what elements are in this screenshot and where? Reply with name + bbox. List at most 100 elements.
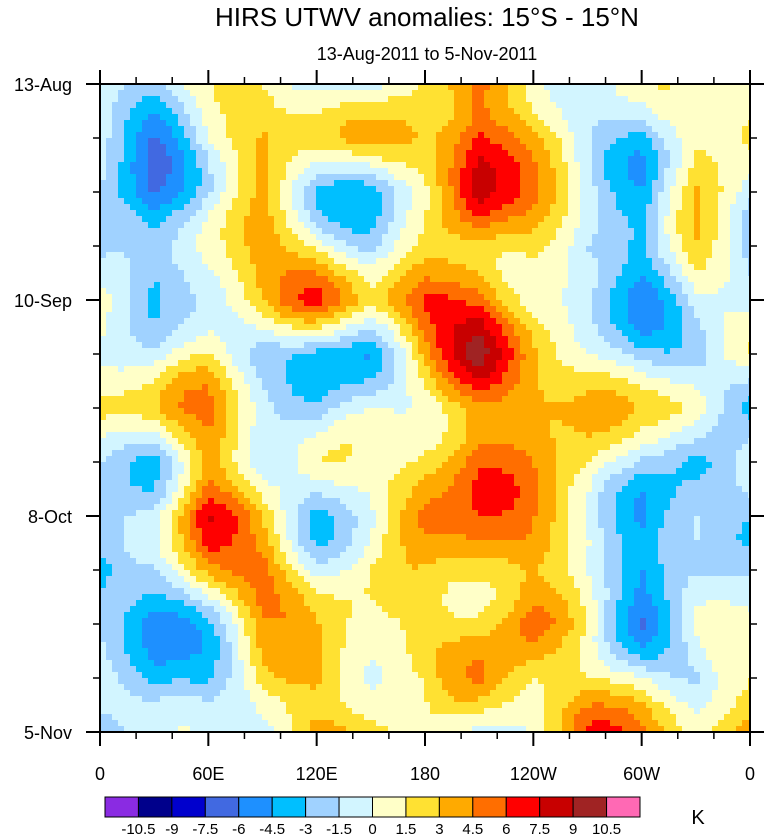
heatmap-cell bbox=[148, 318, 155, 325]
heatmap-cell bbox=[136, 96, 143, 103]
heatmap-cell bbox=[190, 108, 197, 115]
heatmap-cell bbox=[694, 90, 701, 97]
heatmap-cell bbox=[412, 264, 419, 271]
heatmap-cell bbox=[532, 240, 539, 247]
heatmap-cell bbox=[736, 306, 743, 313]
heatmap-cell bbox=[508, 150, 515, 157]
heatmap-cell bbox=[604, 348, 611, 355]
heatmap-cell bbox=[142, 150, 149, 157]
heatmap-cell bbox=[232, 180, 239, 187]
heatmap-cell bbox=[184, 228, 191, 235]
heatmap-cell bbox=[484, 318, 491, 325]
heatmap-cell bbox=[436, 234, 443, 241]
heatmap-cell bbox=[448, 336, 455, 343]
heatmap-cell bbox=[628, 156, 635, 163]
heatmap-cell bbox=[256, 108, 263, 115]
heatmap-cell bbox=[658, 270, 665, 277]
heatmap-cell bbox=[466, 258, 473, 265]
heatmap-cell bbox=[388, 300, 395, 307]
heatmap-cell bbox=[460, 252, 467, 259]
heatmap-cell bbox=[322, 354, 329, 361]
heatmap-cell bbox=[472, 84, 479, 91]
heatmap-cell bbox=[592, 114, 599, 121]
heatmap-cell bbox=[178, 84, 185, 91]
heatmap-cell bbox=[550, 90, 557, 97]
heatmap-cell bbox=[298, 186, 305, 193]
heatmap-cell bbox=[196, 300, 203, 307]
heatmap-cell bbox=[130, 270, 137, 277]
heatmap-cell bbox=[136, 306, 143, 313]
heatmap-cell bbox=[172, 228, 179, 235]
heatmap-cell bbox=[670, 336, 677, 343]
heatmap-cell bbox=[430, 210, 437, 217]
heatmap-cell bbox=[646, 240, 653, 247]
heatmap-cell bbox=[226, 336, 233, 343]
heatmap-cell bbox=[130, 330, 137, 337]
heatmap-cell bbox=[124, 144, 131, 151]
heatmap-cell bbox=[652, 264, 659, 271]
heatmap-cell bbox=[238, 216, 245, 223]
heatmap-cell bbox=[508, 132, 515, 139]
heatmap-cell bbox=[406, 318, 413, 325]
heatmap-cell bbox=[736, 168, 743, 175]
heatmap-cell bbox=[346, 222, 353, 229]
heatmap-cell bbox=[550, 198, 557, 205]
heatmap-cell bbox=[148, 234, 155, 241]
heatmap-cell bbox=[508, 180, 515, 187]
heatmap-cell bbox=[100, 330, 107, 337]
heatmap-cell bbox=[214, 348, 221, 355]
heatmap-cell bbox=[130, 258, 137, 265]
heatmap-cell bbox=[280, 240, 287, 247]
heatmap-cell bbox=[232, 270, 239, 277]
heatmap-cell bbox=[658, 324, 665, 331]
heatmap-cell bbox=[496, 156, 503, 163]
heatmap-cell bbox=[112, 162, 119, 169]
heatmap-cell bbox=[406, 342, 413, 349]
heatmap-cell bbox=[274, 210, 281, 217]
heatmap-cell bbox=[568, 264, 575, 271]
heatmap-cell bbox=[298, 96, 305, 103]
heatmap-cell bbox=[454, 348, 461, 355]
heatmap-cell bbox=[196, 180, 203, 187]
heatmap-cell bbox=[526, 354, 533, 361]
heatmap-cell bbox=[514, 222, 521, 229]
heatmap-cell bbox=[130, 228, 137, 235]
heatmap-cell bbox=[658, 150, 665, 157]
heatmap-cell bbox=[286, 174, 293, 181]
heatmap-cell bbox=[394, 144, 401, 151]
heatmap-cell bbox=[640, 186, 647, 193]
heatmap-cell bbox=[376, 342, 383, 349]
heatmap-cell bbox=[238, 336, 245, 343]
heatmap-cell bbox=[112, 96, 119, 103]
heatmap-cell bbox=[664, 348, 671, 355]
heatmap-cell bbox=[490, 216, 497, 223]
heatmap-cell bbox=[502, 186, 509, 193]
heatmap-cell bbox=[250, 186, 257, 193]
heatmap-cell bbox=[676, 336, 683, 343]
heatmap-cell bbox=[268, 144, 275, 151]
heatmap-cell bbox=[334, 174, 341, 181]
heatmap-cell bbox=[520, 162, 527, 169]
heatmap-cell bbox=[604, 234, 611, 241]
heatmap-cell bbox=[286, 84, 293, 91]
heatmap-cell bbox=[154, 168, 161, 175]
heatmap-cell bbox=[706, 108, 713, 115]
heatmap-cell bbox=[718, 312, 725, 319]
heatmap-cell bbox=[106, 108, 113, 115]
heatmap-cell bbox=[526, 96, 533, 103]
heatmap-cell bbox=[364, 318, 371, 325]
heatmap-cell bbox=[586, 282, 593, 289]
heatmap-cell bbox=[448, 324, 455, 331]
heatmap-cell bbox=[652, 198, 659, 205]
heatmap-cell bbox=[628, 330, 635, 337]
heatmap-cell bbox=[178, 120, 185, 127]
heatmap-cell bbox=[274, 186, 281, 193]
heatmap-cell bbox=[400, 270, 407, 277]
heatmap-cell bbox=[346, 162, 353, 169]
heatmap-cell bbox=[196, 108, 203, 115]
heatmap-cell bbox=[220, 270, 227, 277]
heatmap-cell bbox=[424, 216, 431, 223]
heatmap-cell bbox=[586, 126, 593, 133]
heatmap-cell bbox=[394, 102, 401, 109]
heatmap-cell bbox=[706, 318, 713, 325]
